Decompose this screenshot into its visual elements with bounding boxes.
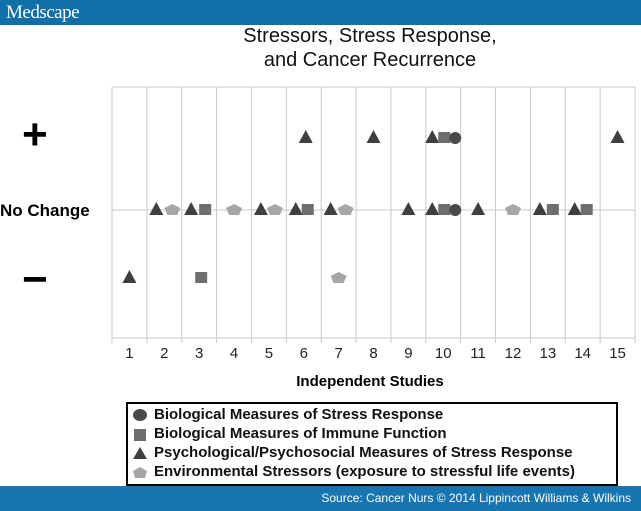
square-marker-icon [199,204,212,215]
x-tick-label: 15 [609,345,626,362]
y-label-minus: − [22,255,48,304]
circle-marker-icon [133,409,147,422]
medscape-logo: Medscape [6,2,80,23]
x-tick-label: 14 [574,345,592,362]
y-label-no-change: No Change [0,201,90,220]
legend-item-environmental: Environmental Stressors (exposure to str… [132,463,575,480]
x-tick-label: 8 [369,345,378,362]
pentagon-marker-icon [164,204,181,215]
legend-item-stress-biology: Biological Measures of Stress Response [132,406,443,423]
pentagon-marker-icon [226,204,243,215]
x-tick-label: 13 [539,345,557,362]
x-tick-label: 7 [334,345,343,362]
x-axis-label: Independent Studies [296,373,444,390]
top-bar: Medscape [0,0,641,25]
x-tick-label: 2 [160,345,169,362]
x-tick-label: 1 [125,345,134,362]
square-marker-icon [301,204,314,215]
x-tick-label: 4 [229,345,239,362]
triangle-marker-icon [366,130,381,143]
triangle-marker-icon [532,202,547,215]
x-tick-label: 9 [404,345,413,362]
pentagon-marker-icon [266,204,283,215]
square-marker-icon [195,272,208,283]
x-tick-label: 10 [434,345,452,362]
pentagon-marker-icon [133,467,147,479]
square-marker-icon [134,429,146,442]
legend: Biological Measures of Stress Response B… [126,402,618,486]
x-tick-label: 6 [299,345,308,362]
pentagon-marker-icon [337,204,354,215]
legend-item-psychosocial: Psychological/Psychosocial Measures of S… [132,444,573,461]
x-tick-label: 12 [504,345,522,362]
circle-marker-icon [449,132,462,144]
triangle-marker-icon [425,202,440,215]
x-tick-label: 5 [264,345,274,362]
chart-title-line-1: Stressors, Stress Response, [243,25,497,47]
triangle-marker-icon [298,130,313,143]
triangle-marker-icon [133,447,147,460]
triangle-marker-icon [323,202,338,215]
square-marker-icon [438,204,451,215]
legend-item-immune-function: Biological Measures of Immune Function [132,425,447,442]
square-marker-icon [546,204,559,215]
triangle-marker-icon [122,270,137,283]
pentagon-marker-icon [330,272,347,283]
triangle-marker-icon [610,130,625,143]
triangle-marker-icon [184,202,199,215]
triangle-marker-icon [567,202,582,215]
square-marker-icon [438,132,451,143]
y-label-plus: + [22,110,48,159]
plot-svg [111,86,636,343]
x-tick-label: 3 [194,345,204,362]
circle-marker-icon [449,204,462,216]
triangle-marker-icon [149,202,164,215]
square-marker-icon [580,204,593,215]
chart-area [111,86,636,343]
footer-bar: Source: Cancer Nurs © 2014 Lippincott Wi… [0,486,641,511]
source-credit: Source: Cancer Nurs © 2014 Lippincott Wi… [321,491,631,505]
chart-title-line-2: and Cancer Recurrence [263,49,477,71]
chart-title: Stressors, Stress Response, and Cancer R… [200,24,540,72]
x-tick-label: 11 [470,345,486,362]
triangle-marker-icon [288,202,303,215]
triangle-marker-icon [253,202,268,215]
triangle-marker-icon [401,202,416,215]
triangle-marker-icon [471,202,486,215]
triangle-marker-icon [425,130,440,143]
pentagon-marker-icon [504,204,521,215]
